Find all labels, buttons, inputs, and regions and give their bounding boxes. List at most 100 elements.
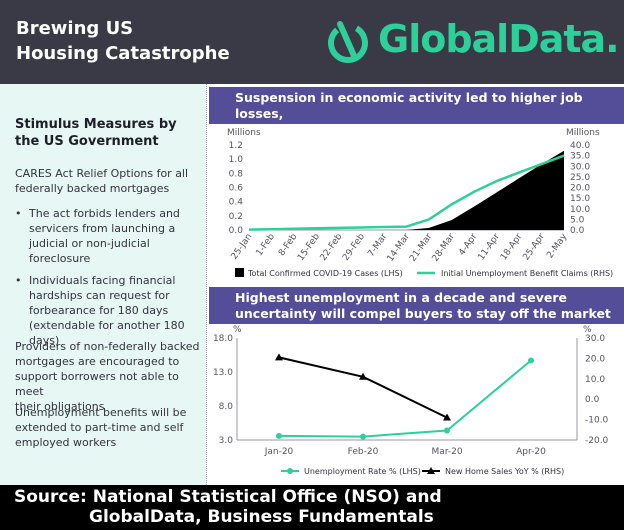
chart2-legend-marker-home-sales	[427, 467, 435, 474]
chart1-legend-swatch-cases	[235, 268, 244, 277]
chart1-right-tick: 40.0	[570, 141, 590, 151]
chart2-right-tick: -10.0	[585, 416, 609, 426]
chart2-left-tick: 13.0	[213, 368, 233, 378]
cares-act-line-1: CARES Act Relief Options for all	[15, 167, 189, 180]
page-title-line-1: Brewing US	[16, 18, 134, 39]
non-federal-line-2: mortgages are encouraged to	[15, 355, 180, 368]
chart2-legend-marker-unemployment	[287, 468, 293, 474]
bullet-foreclosure-line-1: The act forbids lenders and	[29, 207, 180, 220]
unemployment-benefits-line-1: Unemployment benefits will be	[15, 406, 187, 419]
bullet-forbearance-line-3: forbearance for 180 days	[29, 304, 169, 317]
chart1-x-tick: 11-Apr	[477, 232, 503, 263]
stimulus-sidebar: Stimulus Measures by the US Government C…	[0, 84, 207, 485]
chart2-home-sales-point	[275, 353, 283, 361]
source-line-2: GlobalData, Business Fundamentals	[89, 507, 434, 527]
cares-act-paragraph: CARES Act Relief Options for all federal…	[15, 166, 203, 196]
bullet-foreclosure-line-3: judicial or non-judicial	[29, 237, 150, 250]
sidebar-heading-line-1: Stimulus Measures by	[15, 117, 177, 132]
chart1-right-tick: 35.0	[570, 152, 590, 162]
chart2-right-tick: 0.0	[585, 395, 600, 405]
chart1-left-tick: 0.4	[229, 198, 244, 208]
chart2-unemployment-point	[444, 427, 450, 434]
bullet-foreclosure-line-2: servicers from launching a	[29, 222, 176, 235]
source-text: Source: National Statistical Office (NSO…	[14, 487, 614, 527]
chart2-home-sales-point	[443, 413, 451, 421]
cares-act-line-2: federally backed mortgages	[15, 182, 170, 195]
chart1-x-tick: 29-Feb	[341, 232, 367, 263]
chart2-right-unit: %	[583, 325, 592, 335]
chart1-left-unit: Millions	[227, 128, 261, 138]
bullet-forbearance-line-2: hardships can request for	[29, 289, 170, 302]
non-federal-line-3: support borrowers not able to meet	[15, 370, 179, 398]
globaldata-logo-icon	[328, 21, 368, 63]
chart1-x-tick: 4-Apr	[457, 232, 479, 258]
header-bar: Brewing US Housing Catastrophe GlobalDat…	[0, 0, 624, 84]
chart1-right-tick: 5.0	[570, 215, 585, 225]
chart2-title-line-1: Highest unemployment in a decade and sev…	[235, 290, 568, 305]
chart1-x-tick: 22-Feb	[319, 232, 345, 263]
chart2-legend-unemployment: Unemployment Rate % (LHS)	[304, 467, 421, 476]
chart1-x-tick: 28-Mar	[431, 232, 458, 264]
non-federal-line-4: their obligations	[15, 400, 105, 413]
chart1-right-tick: 30.0	[570, 162, 590, 172]
chart1-left-tick: 0.6	[229, 184, 244, 194]
bullet-foreclosure-line-4: foreclosure	[29, 252, 91, 265]
chart1-left-tick: 0.8	[229, 169, 244, 179]
chart2-home-sales-line	[278, 356, 448, 419]
chart2-unemployment-point	[276, 432, 282, 439]
chart2-x-tick: Feb-20	[348, 447, 379, 457]
chart1-x-tick: 1-Feb	[254, 232, 277, 258]
chart2-svg: % % 3.0 8.0 13.0 18.0 -20.0 -10.0 0.0 10.0 20.0 30.…	[213, 325, 609, 476]
chart1-right-tick: 20.0	[570, 184, 590, 194]
chart1-svg: Millions Millions 0.0 0.2 0.4 0.6 0.8 1.0 1.2 0.0…	[227, 128, 613, 278]
chart2-legend-home-sales: New Home Sales YoY % (RHS)	[445, 467, 564, 476]
chart2-left-tick: 18.0	[213, 334, 233, 344]
chart2-left-tick: 3.0	[219, 436, 234, 446]
page-title-line-2: Housing Catastrophe	[16, 43, 230, 64]
chart2-right-tick: 30.0	[585, 334, 605, 344]
source-footer: Source: National Statistical Office (NSO…	[0, 485, 624, 530]
chart1-area: Millions Millions 0.0 0.2 0.4 0.6 0.8 1.0 1.2 0.0…	[209, 124, 624, 284]
chart1-right-unit: Millions	[566, 128, 600, 138]
chart2-x-tick: Jan-20	[264, 447, 294, 457]
chart2-unemployment-point	[528, 357, 534, 364]
chart1-right-tick: 15.0	[570, 194, 590, 204]
chart2-area: %% 3.0 8.0 13.0 18.0 -20.0 -10.0 0.0 10.0 20.0 30.…	[209, 324, 624, 484]
bullet-forbearance-line-4: (extendable for another 180 days)	[29, 319, 185, 347]
chart2-left-unit: %	[233, 325, 242, 335]
bullet-dot: •	[15, 207, 22, 220]
chart1-x-tick: 8-Feb	[277, 232, 300, 258]
chart2-left-tick: 8.0	[219, 402, 234, 412]
chart1-x-tick: 18-Apr	[499, 232, 525, 263]
chart1-right-tick: 0.0	[570, 226, 585, 236]
bullet-forbearance-line-1: Individuals facing financial	[29, 274, 176, 287]
bullet-forbearance: • Individuals facing financial hardships…	[15, 273, 203, 348]
chart2-unemployment-point	[360, 433, 366, 440]
sidebar-heading: Stimulus Measures by the US Government	[15, 116, 200, 150]
chart1-legend-claims: Initial Unemployment Benefit Claims (RHS…	[441, 269, 613, 278]
chart2-home-sales-point	[359, 372, 367, 380]
chart1-x-tick: 15-Feb	[296, 232, 322, 263]
chart2-right-tick: 20.0	[585, 354, 605, 364]
globaldata-logo: GlobalData.	[326, 16, 620, 68]
chart1-claims-line	[248, 154, 565, 231]
chart1-left-tick: 1.0	[229, 155, 244, 165]
unemployment-benefits-line-2: extended to part-time and self	[15, 421, 184, 434]
chart1-title-line-2: reflected in higher unemployment benefit…	[235, 122, 587, 137]
chart2-right-tick: -20.0	[585, 436, 609, 446]
chart1-covid-cases-area	[249, 150, 564, 230]
chart1-left-tick: 0.2	[229, 212, 243, 222]
unemployment-benefits-line-3: employed workers	[15, 436, 117, 449]
chart1-right-tick: 25.0	[570, 173, 590, 183]
unemployment-benefits-paragraph: Unemployment benefits will be extended t…	[15, 405, 203, 450]
chart1-left-tick: 1.2	[229, 141, 243, 151]
chart2-unemployment-line	[278, 359, 532, 438]
sidebar-heading-line-2: the US Government	[15, 134, 159, 149]
non-federal-line-1: Providers of non-federally backed	[15, 340, 200, 353]
chart2-x-tick: Apr-20	[516, 447, 546, 457]
chart2-x-tick: Mar-20	[431, 447, 462, 457]
chart1-x-tick: 25-Jan	[230, 232, 255, 262]
bullet-foreclosure: • The act forbids lenders and servicers …	[15, 206, 203, 266]
chart1-x-tick: 7-Mar	[366, 232, 389, 259]
chart2-title: Highest unemployment in a decade and sev…	[209, 287, 624, 324]
